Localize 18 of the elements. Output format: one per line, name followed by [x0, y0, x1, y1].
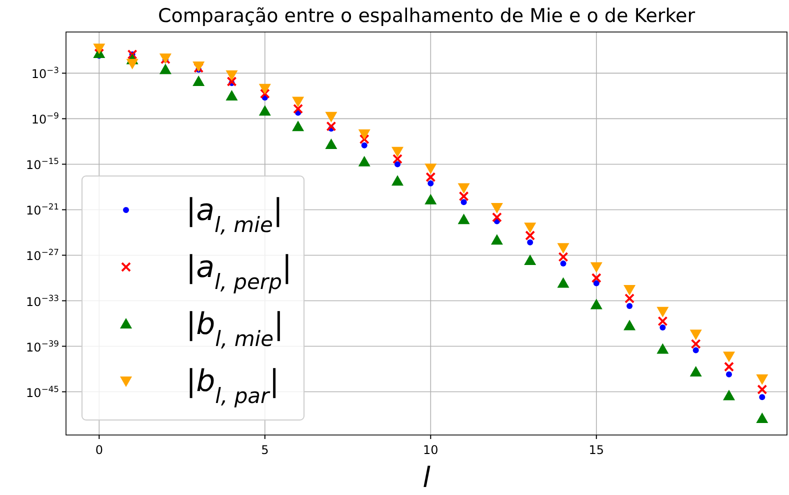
x-axis-title: l [422, 461, 431, 494]
x-tick-label: 15 [588, 443, 604, 457]
y-tick-label: 10$^{−33}$ [26, 292, 59, 309]
y-tick-label: 10$^{−15}$ [26, 156, 59, 172]
y-tick-label: 10$^{−3}$ [31, 65, 59, 82]
legend-label: |a$_{l, mie}$| [186, 193, 284, 237]
x-tick-label: 10 [423, 443, 438, 457]
legend-label: |b$_{l, mie}$| [186, 307, 284, 351]
legend-label: |a$_{l, perp}$| [186, 250, 292, 294]
y-tick-label: 10$^{−45}$ [26, 384, 59, 400]
y-tick-label: 10$^{−39}$ [26, 338, 59, 354]
y-tick-label: 10$^{−9}$ [31, 110, 59, 127]
legend-label: |b$_{l, par}$| [186, 364, 280, 408]
y-tick-label: 10$^{−27}$ [26, 247, 59, 264]
chart-title: Comparação entre o espalhamento de Mie e o de Kerker [158, 5, 696, 27]
y-tick-label: 10$^{−21}$ [26, 202, 59, 218]
x-tick-label: 0 [95, 443, 103, 457]
x-tick-label: 5 [261, 443, 269, 457]
